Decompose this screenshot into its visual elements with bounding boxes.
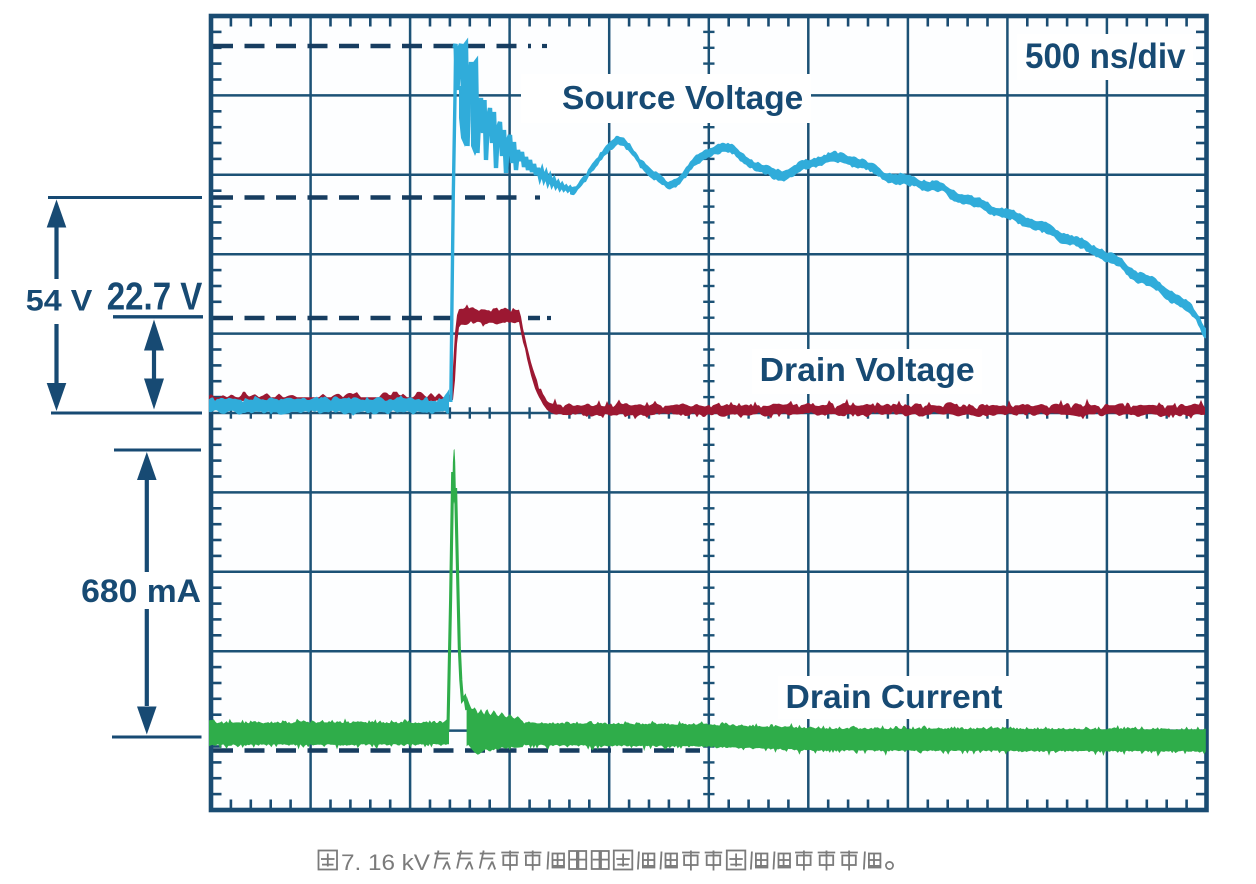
svg-text:500 ns/div: 500 ns/div <box>1025 37 1186 76</box>
svg-text:54 V: 54 V <box>26 285 93 318</box>
svg-text:Source Voltage: Source Voltage <box>562 80 803 117</box>
svg-text:7. 16 kV: 7. 16 kV <box>341 850 430 875</box>
svg-text:Drain Current: Drain Current <box>786 679 1003 716</box>
svg-text:Drain Voltage: Drain Voltage <box>760 352 975 389</box>
svg-text:22.7 V: 22.7 V <box>107 276 203 319</box>
svg-text:680 mA: 680 mA <box>81 573 201 609</box>
